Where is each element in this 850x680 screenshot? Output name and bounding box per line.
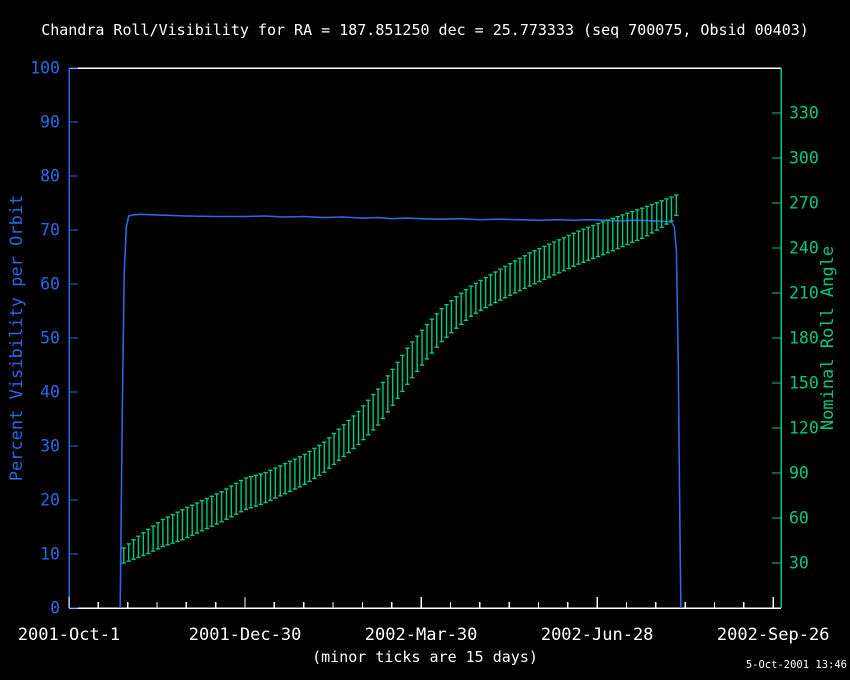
right-axis-tick-label: 240	[789, 239, 819, 258]
left-axis-tick-label: 10	[40, 545, 60, 564]
right-axis-tick-label: 330	[789, 104, 819, 123]
x-axis-note: (minor ticks are 15 days)	[312, 648, 538, 666]
right-axis-tick-label: 150	[789, 374, 819, 393]
x-axis-date-label: 2002-Sep-26	[717, 625, 830, 645]
left-axis-tick-label: 100	[30, 59, 60, 78]
right-axis-tick-label: 210	[789, 284, 819, 303]
right-axis-tick-label: 180	[789, 329, 819, 348]
left-axis-tick-label: 80	[40, 167, 60, 186]
left-axis-tick-label: 50	[40, 329, 60, 348]
generation-timestamp: 5-Oct-2001 13:46	[745, 659, 847, 671]
x-axis-date-label: 2002-Mar-30	[365, 625, 478, 645]
right-axis-tick-label: 120	[789, 419, 819, 438]
right-axis-title: Nominal Roll Angle	[818, 245, 838, 431]
x-axis-date-label: 2001-Oct-1	[18, 625, 120, 645]
right-axis-tick-label: 300	[789, 149, 819, 168]
left-axis-tick-label: 0	[50, 599, 60, 618]
x-axis-date-label: 2001-Dec-30	[189, 625, 302, 645]
left-axis-tick-label: 70	[40, 221, 60, 240]
right-axis-tick-label: 60	[789, 509, 809, 528]
right-axis-tick-label: 30	[789, 554, 809, 573]
left-axis-tick-label: 60	[40, 275, 60, 294]
x-axis-date-label: 2002-Jun-28	[541, 625, 654, 645]
visibility-curve	[119, 213, 682, 609]
chart-title: Chandra Roll/Visibility for RA = 187.851…	[41, 21, 809, 39]
left-axis-tick-label: 30	[40, 437, 60, 456]
left-axis-tick-label: 90	[40, 113, 60, 132]
right-axis-tick-label: 270	[789, 194, 819, 213]
left-axis-title: Percent Visibility per Orbit	[7, 194, 27, 482]
right-axis-tick-label: 90	[789, 464, 809, 483]
left-axis-tick-label: 40	[40, 383, 60, 402]
left-axis-tick-label: 20	[40, 491, 60, 510]
